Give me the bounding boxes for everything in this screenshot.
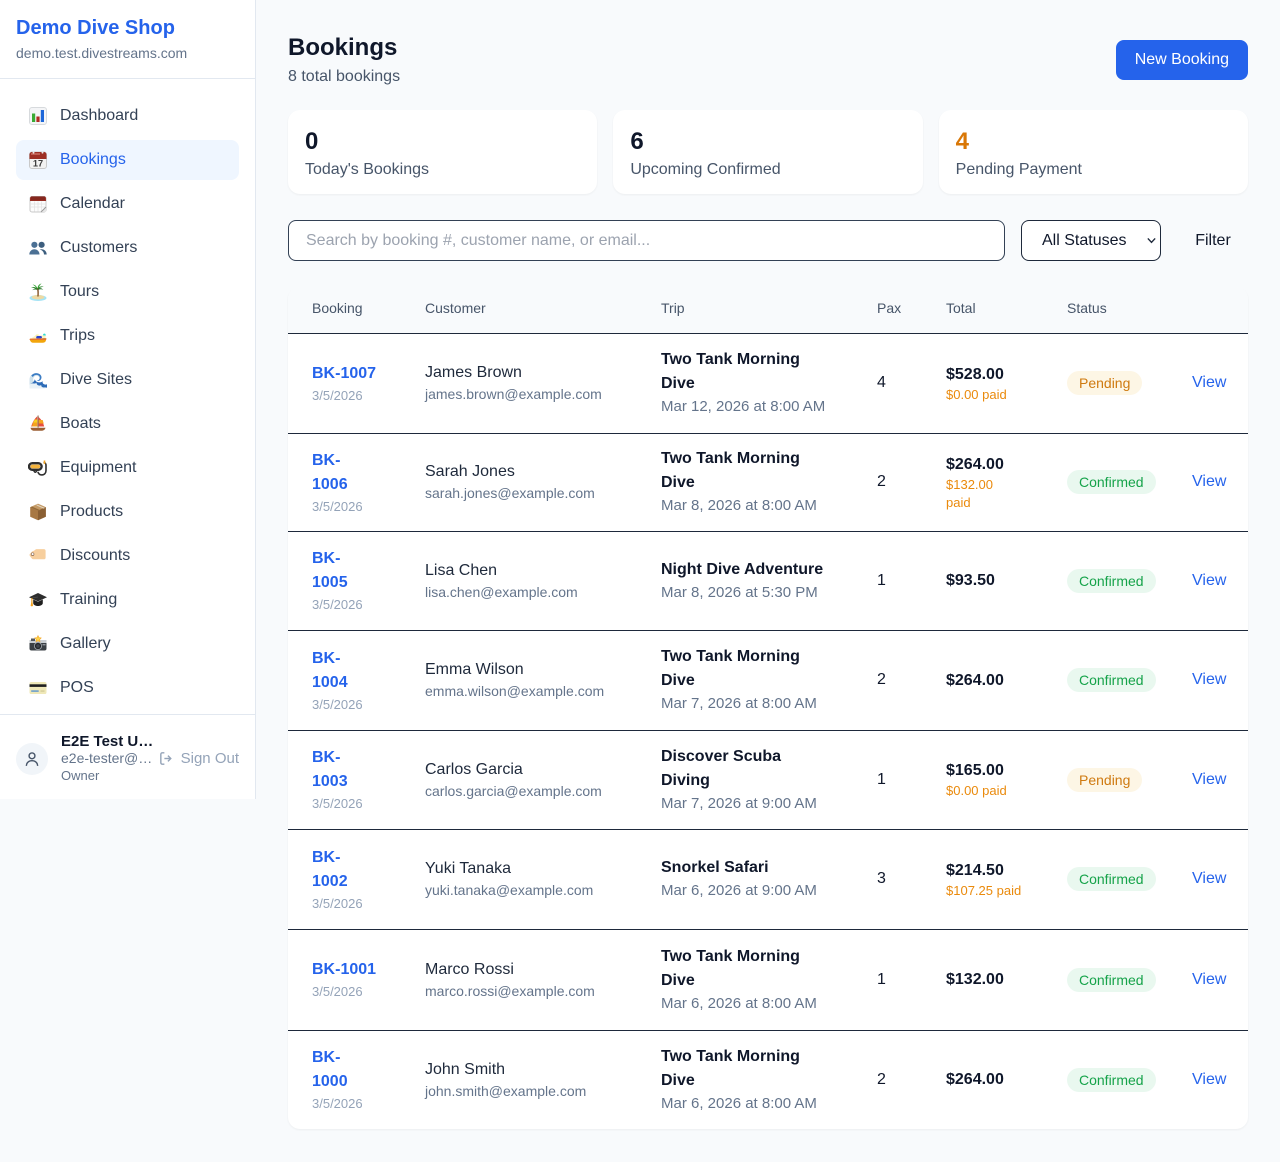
svg-text:17: 17 bbox=[33, 159, 43, 169]
